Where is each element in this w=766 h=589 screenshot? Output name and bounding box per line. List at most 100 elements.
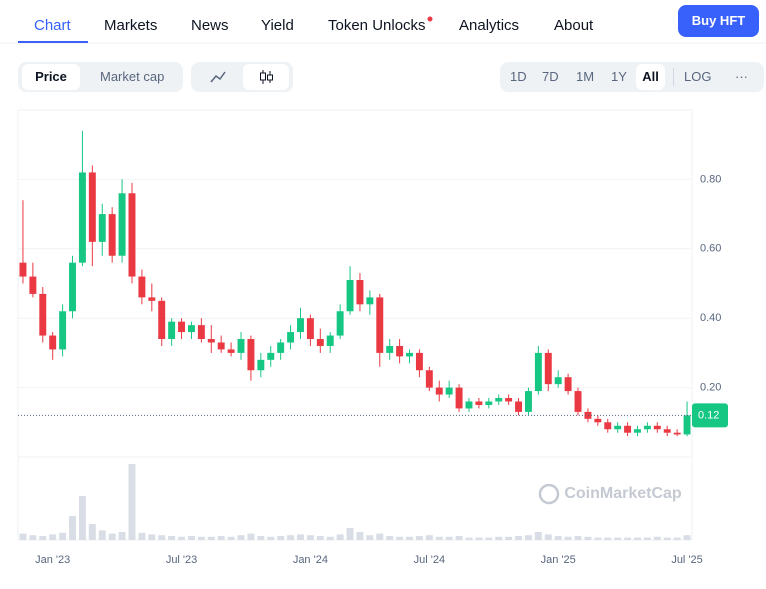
volume-bar bbox=[128, 464, 136, 540]
log-toggle[interactable]: LOG bbox=[684, 69, 712, 84]
range-option[interactable]: 7D bbox=[542, 69, 559, 84]
volume-bar bbox=[495, 536, 503, 540]
volume-bar bbox=[39, 536, 47, 540]
volume-bar bbox=[287, 535, 295, 540]
volume-bar bbox=[257, 536, 265, 540]
range-option[interactable]: All bbox=[636, 64, 665, 90]
candle-body bbox=[178, 321, 186, 333]
volume-bar bbox=[415, 536, 423, 540]
volume-bar bbox=[683, 535, 691, 540]
volume-bar bbox=[614, 537, 622, 540]
candle-body bbox=[653, 425, 661, 430]
volume-bar bbox=[69, 516, 76, 540]
volume-bar bbox=[297, 534, 304, 540]
candle-body bbox=[396, 345, 404, 357]
candle-body bbox=[386, 345, 394, 353]
candle-body bbox=[29, 276, 37, 294]
candle-body bbox=[128, 193, 136, 277]
volume-bar bbox=[445, 536, 453, 540]
watermark: CoinMarketCap bbox=[564, 485, 682, 502]
candle-body bbox=[297, 318, 304, 333]
volume-bar bbox=[475, 537, 483, 540]
candle-body bbox=[148, 297, 156, 301]
volume-bar bbox=[386, 536, 394, 540]
volume-bar bbox=[168, 536, 176, 540]
volume-bar bbox=[554, 536, 562, 540]
candle-body bbox=[267, 352, 275, 360]
last-price-label: 0.12 bbox=[698, 409, 719, 421]
buy-button[interactable]: Buy HFT bbox=[678, 5, 759, 37]
candle-icon[interactable] bbox=[256, 68, 276, 86]
candle-body bbox=[505, 398, 513, 402]
volume-bar bbox=[336, 534, 344, 540]
range-toggle bbox=[500, 62, 764, 92]
volume-bar bbox=[515, 536, 523, 540]
metric-option[interactable]: Price bbox=[22, 64, 80, 90]
volume-bar bbox=[237, 535, 245, 540]
candle-body bbox=[168, 321, 176, 340]
metric-option[interactable]: Market cap bbox=[100, 69, 165, 84]
candle-body bbox=[237, 339, 245, 353]
volume-bar bbox=[544, 534, 552, 540]
volume-bar bbox=[584, 536, 592, 540]
volume-bar bbox=[158, 535, 166, 540]
candle-body bbox=[643, 425, 651, 430]
candle-body bbox=[19, 262, 27, 277]
candle-body bbox=[346, 280, 354, 312]
tab[interactable]: Markets bbox=[104, 17, 158, 34]
candle-body bbox=[604, 422, 612, 430]
candle-body bbox=[98, 214, 106, 242]
volume-bar bbox=[98, 530, 106, 540]
x-tick-label: Jul '24 bbox=[414, 554, 445, 566]
candle-body bbox=[495, 398, 503, 402]
y-tick-label: 0.60 bbox=[700, 243, 721, 255]
tab[interactable]: Analytics bbox=[459, 17, 520, 34]
x-tick-label: Jul '25 bbox=[671, 554, 702, 566]
volume-bar bbox=[485, 537, 493, 540]
candle-body bbox=[425, 370, 433, 388]
candle-body bbox=[78, 172, 86, 263]
volume-bar bbox=[49, 534, 57, 540]
volume-bar bbox=[643, 537, 651, 540]
candle-body bbox=[287, 332, 295, 343]
range-option[interactable]: 1Y bbox=[611, 69, 627, 84]
volume-bar bbox=[594, 537, 602, 540]
tab[interactable]: About bbox=[554, 17, 594, 34]
candle-body bbox=[39, 293, 47, 336]
plot-frame bbox=[17, 109, 693, 541]
volume-bar bbox=[505, 536, 513, 540]
tab[interactable]: Token Unlocks bbox=[328, 17, 426, 34]
volume-bar bbox=[604, 537, 612, 540]
candle-body bbox=[624, 425, 632, 433]
line-icon[interactable] bbox=[208, 68, 228, 86]
candle-body bbox=[197, 325, 205, 340]
range-option[interactable]: 1M bbox=[576, 69, 595, 84]
tab[interactable]: News bbox=[191, 17, 229, 34]
candle-body bbox=[673, 432, 681, 435]
volume-bar bbox=[108, 533, 116, 540]
candle-body bbox=[485, 401, 493, 405]
candle-body bbox=[594, 418, 602, 423]
tab[interactable]: Yield bbox=[261, 17, 294, 34]
more-button[interactable]: ··· bbox=[735, 69, 748, 84]
candle-body bbox=[534, 352, 542, 392]
volume-bar bbox=[227, 536, 235, 540]
volume-bar bbox=[207, 536, 215, 540]
volume-bar bbox=[277, 536, 285, 540]
volume-bar bbox=[29, 535, 37, 540]
x-tick-label: Jan '25 bbox=[541, 554, 576, 566]
volume-bar bbox=[435, 536, 443, 540]
candle-body bbox=[277, 342, 285, 353]
volume-bar bbox=[425, 535, 433, 540]
range-option[interactable]: 1D bbox=[510, 69, 527, 84]
tab[interactable]: Chart bbox=[34, 17, 71, 34]
volume-bar bbox=[19, 533, 27, 540]
candle-body bbox=[614, 425, 622, 430]
candle-body bbox=[663, 429, 671, 433]
volume-bar bbox=[653, 536, 661, 540]
volume-bar bbox=[88, 524, 96, 540]
volume-bar bbox=[247, 533, 255, 540]
candle-body bbox=[683, 415, 691, 435]
volume-bar bbox=[187, 536, 195, 540]
